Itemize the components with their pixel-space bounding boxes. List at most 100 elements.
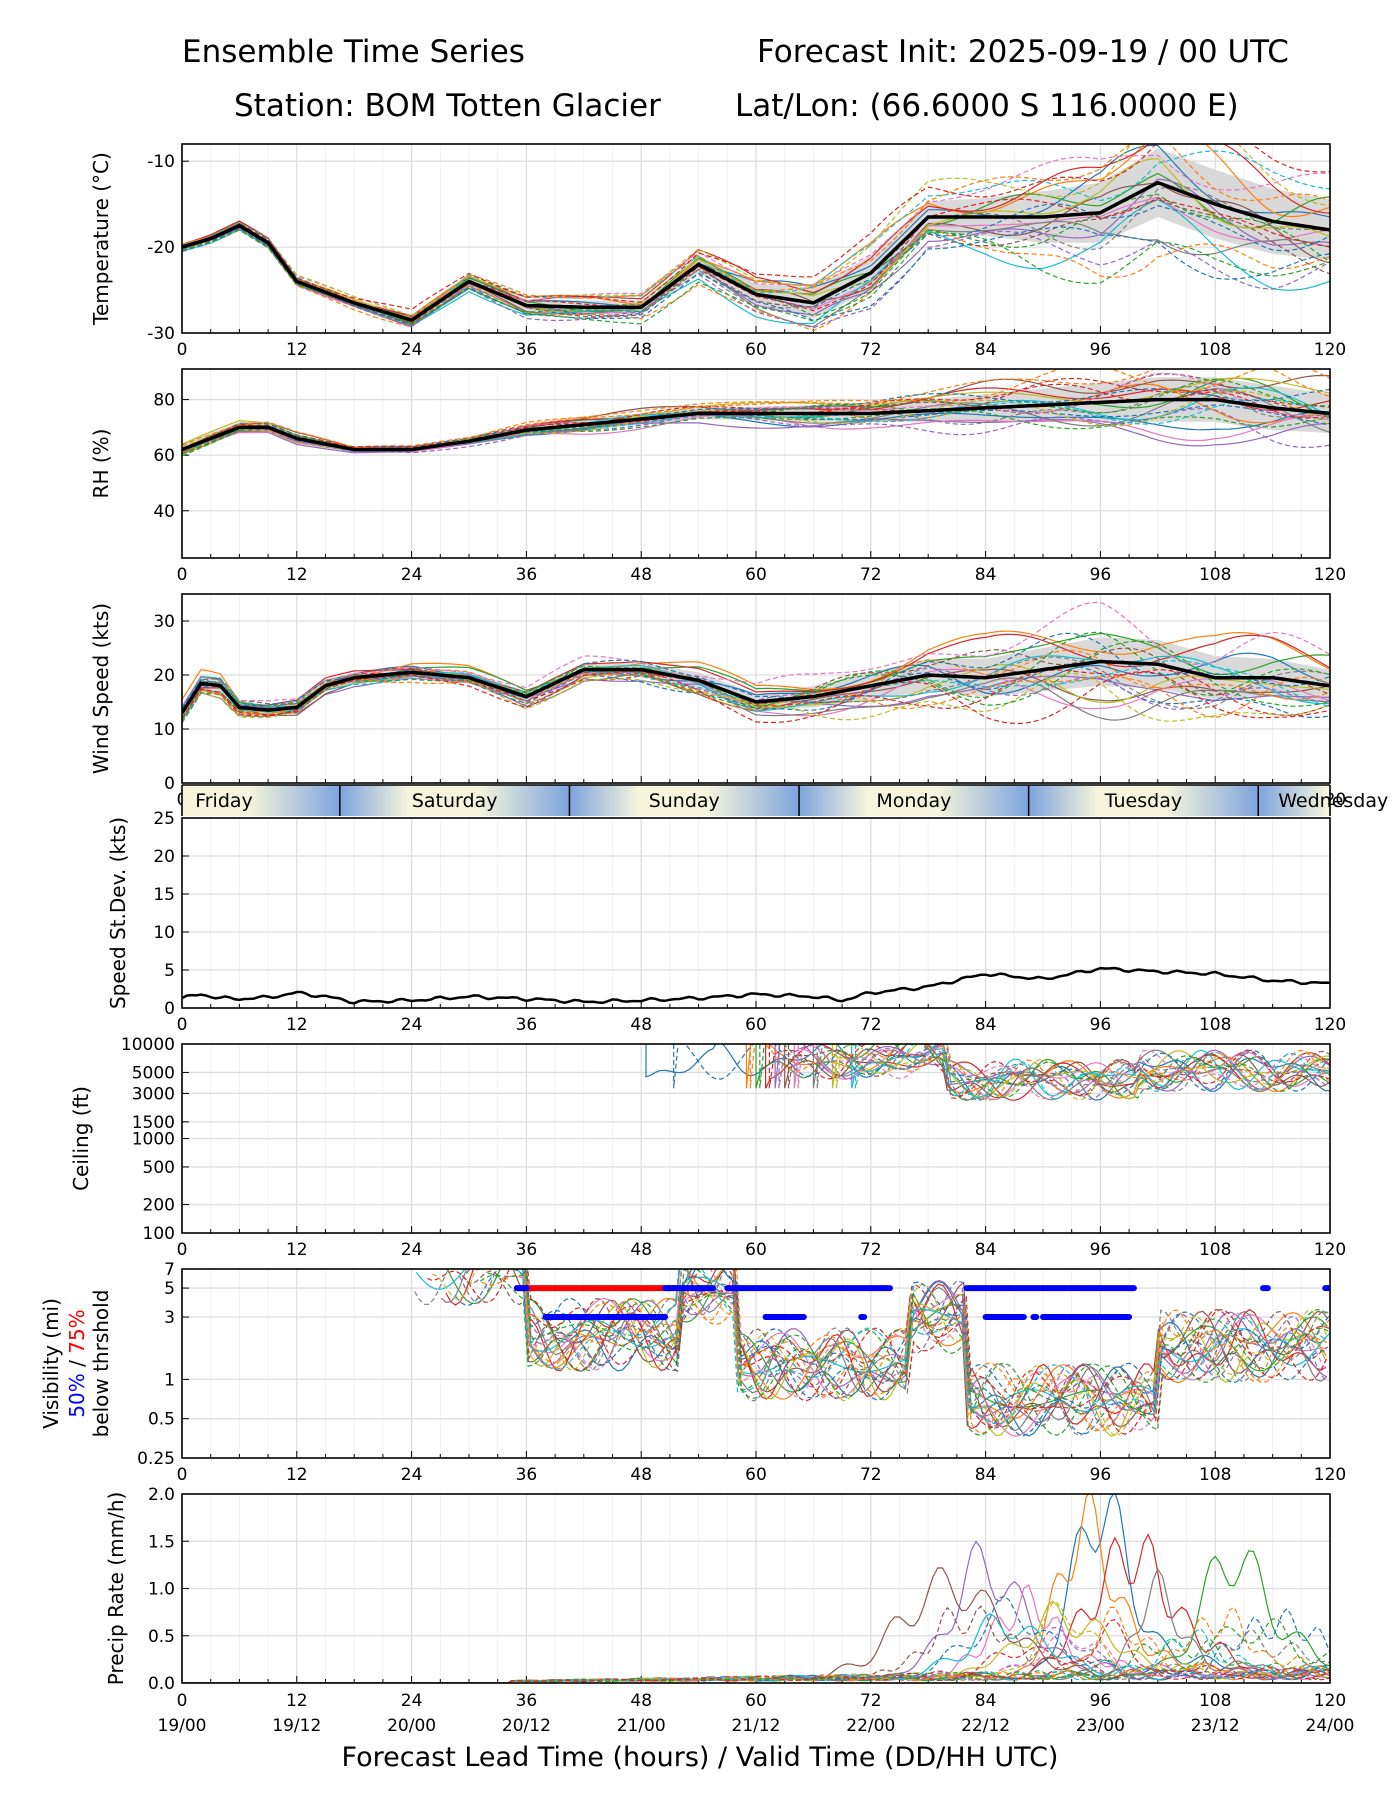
y-axis-label: Wind Speed (kts) xyxy=(89,603,113,774)
day-band xyxy=(182,785,340,816)
x-tick-label: 48 xyxy=(630,1465,652,1485)
x-tick-label: 36 xyxy=(516,565,538,585)
member-line xyxy=(182,408,1330,454)
y-tick-label: 1500 xyxy=(132,1113,175,1133)
ensemble-mean-line xyxy=(182,659,1330,714)
x-tick-label: 72 xyxy=(860,340,882,360)
x-tick-label: 12 xyxy=(286,1240,308,1260)
day-band xyxy=(339,785,570,816)
x-tick-label: 48 xyxy=(630,1015,652,1035)
x-tick-label: 36 xyxy=(516,1465,538,1485)
y-tick-label: 0 xyxy=(164,999,175,1019)
y-tick-label: 30 xyxy=(153,612,175,632)
x-tick-label: 96 xyxy=(1090,340,1112,360)
y-axis-label: below thrshold xyxy=(89,1290,113,1438)
y-tick-label: 3 xyxy=(164,1308,175,1328)
y-tick-label: 1 xyxy=(164,1370,175,1390)
x-tick-label: 24 xyxy=(401,1015,423,1035)
y-tick-label: 100 xyxy=(143,1224,175,1244)
x-tick-label: 120 xyxy=(1314,1240,1346,1260)
forecast-init: Forecast Init: 2025-09-19 / 00 UTC xyxy=(757,34,1289,70)
x-valid-time-label: 24/00 xyxy=(1306,1716,1355,1736)
panel-border xyxy=(181,368,1331,559)
visibility-member-line xyxy=(432,1269,1328,1437)
precip-member-line xyxy=(182,1632,1330,1683)
day-strip: Friday Saturday Sunday Monday Tuesday Wednesd… xyxy=(181,784,1388,816)
panel-border xyxy=(181,817,1331,1009)
y-tick-label: 1000 xyxy=(132,1130,175,1150)
panel-border xyxy=(181,1043,1331,1234)
member-line xyxy=(182,185,1330,326)
x-valid-time-label: 22/00 xyxy=(846,1716,895,1736)
y-tick-label: 10 xyxy=(153,720,175,740)
x-valid-time-label: 21/00 xyxy=(617,1716,666,1736)
ceiling-member-line xyxy=(787,1044,1330,1097)
x-tick-label: 108 xyxy=(1199,340,1231,360)
x-tick-label: 108 xyxy=(1199,1015,1231,1035)
x-tick-label: 120 xyxy=(1314,1691,1346,1711)
y-tick-label: 5 xyxy=(164,961,175,981)
x-tick-label: 36 xyxy=(516,1240,538,1260)
visibility-member-line xyxy=(440,1269,1327,1432)
panel-temperature: -30 -20 -10 0 12 24 36 48 60 72 84 96 108 120 Temperat… xyxy=(89,143,1346,360)
x-tick-label: 24 xyxy=(401,340,423,360)
x-tick-label: 12 xyxy=(286,1015,308,1035)
panel-border xyxy=(181,143,1331,334)
member-line xyxy=(182,226,1330,326)
visibility-member-line xyxy=(498,1275,1327,1437)
day-label-saturday: Saturday xyxy=(412,790,498,812)
member-line xyxy=(182,369,1330,448)
station-latlon: Lat/Lon: (66.6000 S 116.0000 E) xyxy=(735,88,1239,124)
x-tick-label: 60 xyxy=(745,1240,767,1260)
visibility-member-line xyxy=(415,1269,1330,1413)
x-tick-label: 84 xyxy=(975,565,997,585)
x-tick-label: 60 xyxy=(745,1465,767,1485)
day-band xyxy=(799,785,1029,816)
x-tick-label: 72 xyxy=(860,1465,882,1485)
day-label-wednesday: Wednesday xyxy=(1278,790,1388,812)
member-line xyxy=(182,229,1330,325)
x-tick-label: 0 xyxy=(177,1691,188,1711)
x-tick-label: 96 xyxy=(1090,1691,1112,1711)
y-tick-label: 1.0 xyxy=(148,1580,175,1600)
plot-area-stdev xyxy=(182,966,1330,1005)
y-tick-label: 1.5 xyxy=(148,1532,175,1552)
x-tick-label: 72 xyxy=(860,1691,882,1711)
y-tick-label: -20 xyxy=(147,238,175,258)
y-tick-label: 15 xyxy=(153,885,175,905)
x-tick-label: 48 xyxy=(630,565,652,585)
panel-precip: 0.0 0.5 1.0 1.5 2.0 0 12 24 36 48 60 72 84 96 108 120 19… xyxy=(104,1485,1355,1736)
y-axis-label: Speed St.Dev. (kts) xyxy=(106,817,130,1009)
x-valid-time-label: 19/00 xyxy=(158,1716,207,1736)
member-line xyxy=(182,601,1330,718)
x-tick-label: 72 xyxy=(860,1240,882,1260)
x-tick-label: 84 xyxy=(975,340,997,360)
precip-member-line xyxy=(182,1627,1330,1683)
x-tick-label: 48 xyxy=(630,1240,652,1260)
x-tick-label: 96 xyxy=(1090,1015,1112,1035)
x-tick-label: 60 xyxy=(745,340,767,360)
plot-area-precip xyxy=(182,1494,1330,1683)
x-tick-label: 24 xyxy=(401,1691,423,1711)
precip-member-line xyxy=(182,1602,1330,1683)
y-tick-label: 10 xyxy=(153,923,175,943)
panel-rh: 40 60 80 0 12 24 36 48 60 72 84 96 108 120 RH (%) xyxy=(89,368,1346,585)
day-label-sunday: Sunday xyxy=(649,790,720,812)
x-tick-label: 36 xyxy=(516,1691,538,1711)
y-tick-label: 200 xyxy=(143,1196,175,1216)
day-label-tuesday: Tuesday xyxy=(1104,790,1182,812)
member-line xyxy=(182,632,1330,709)
member-line xyxy=(182,154,1330,317)
precip-member-line xyxy=(182,1606,1330,1683)
ceiling-member-line xyxy=(797,1044,1329,1100)
visibility-member-line xyxy=(459,1269,1326,1429)
y-axis-label: Temperature (°C) xyxy=(89,152,113,326)
x-tick-label: 48 xyxy=(630,340,652,360)
panel-stdev: 0 5 10 15 20 25 0 12 24 36 48 60 72 84 96 108 120 Speed S… xyxy=(106,809,1346,1035)
x-tick-label: 108 xyxy=(1199,1465,1231,1485)
y-axis-label-part: 50% xyxy=(65,1373,89,1417)
panel-wind: 010203001224364860728496108120Wind Speed… xyxy=(89,593,1346,810)
y-tick-label: 2.0 xyxy=(148,1485,175,1505)
x-tick-label: 96 xyxy=(1090,1240,1112,1260)
